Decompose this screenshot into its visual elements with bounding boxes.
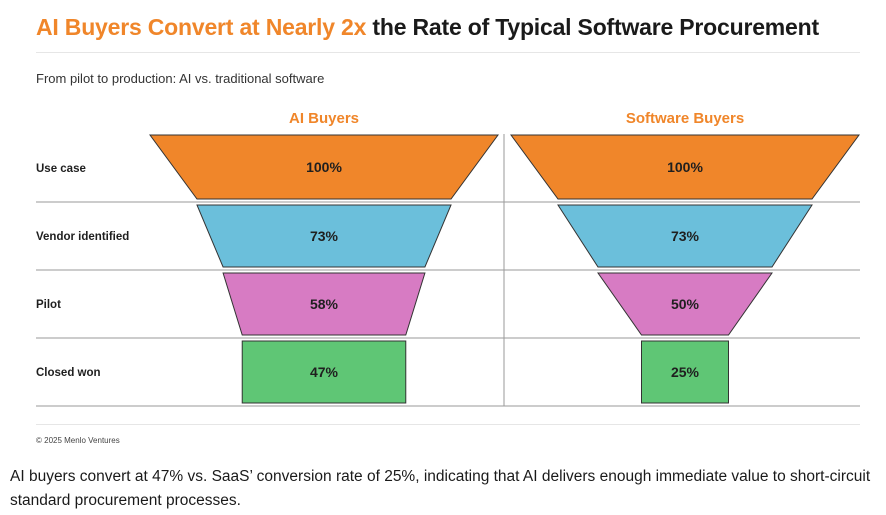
data-label: 100% (306, 159, 342, 175)
footer-divider (36, 424, 860, 425)
series-header: AI Buyers (289, 110, 359, 127)
caption-text: AI buyers convert at 47% vs. SaaS’ conve… (10, 468, 871, 509)
title-divider (36, 52, 860, 53)
funnel-segment (196, 204, 452, 268)
copyright: © 2025 Menlo Ventures (36, 436, 120, 445)
data-label: 58% (310, 296, 339, 312)
stage-label: Pilot (36, 299, 61, 311)
data-label: 25% (671, 364, 700, 380)
funnel-segment (149, 134, 499, 200)
chart-title: AI Buyers Convert at Nearly 2x the Rate … (36, 14, 819, 41)
data-label: 100% (667, 159, 703, 175)
funnel-chart: Use case Vendor identified Pilot Closed won… (36, 110, 860, 407)
funnel-segment (241, 340, 407, 404)
chart-subtitle: From pilot to production: AI vs. traditi… (36, 71, 325, 86)
title-rest: the Rate of Typical Software Procurement (366, 14, 819, 40)
funnel-segment (510, 134, 860, 200)
funnel-segment (222, 272, 426, 336)
series-header: Software Buyers (626, 110, 744, 127)
stage-label: Use case (36, 163, 86, 175)
title-accent: AI Buyers Convert at Nearly 2x (36, 14, 367, 40)
data-label: 73% (671, 228, 700, 244)
data-label: 73% (310, 228, 339, 244)
funnel-segment (597, 272, 773, 336)
funnel-segment (641, 340, 729, 404)
data-label: 50% (671, 296, 700, 312)
data-label: 47% (310, 364, 339, 380)
funnel-segment (557, 204, 813, 268)
stage-label: Vendor identified (36, 231, 129, 243)
stage-label: Closed won (36, 367, 101, 379)
